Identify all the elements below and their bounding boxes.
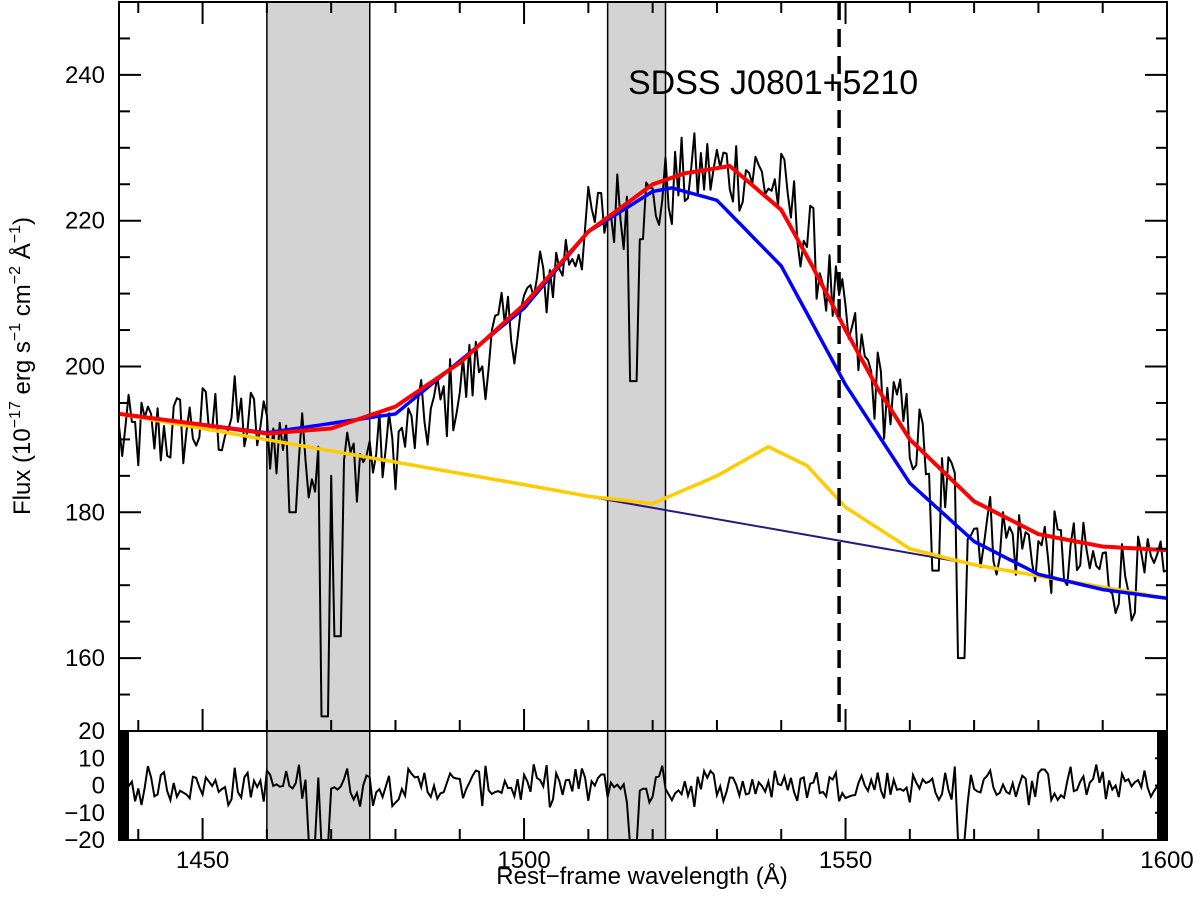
res-y-tick-label-0: 0 [92, 773, 105, 800]
x-tick-label-1550: 1550 [819, 847, 872, 874]
residual-left-edge [119, 731, 129, 840]
y-tick-label-200: 200 [65, 354, 105, 381]
masked-region-1 [266, 1, 371, 732]
y-axis-title-exp2: −1 [7, 323, 24, 341]
continuum-narrow-component-line [119, 412, 1167, 601]
main-axis-ticks [119, 1, 1168, 731]
x-tick-label-1600: 1600 [1140, 847, 1193, 874]
main-panel: 160 180 200 220 240 SDSS J0801+5210 [65, 1, 1168, 732]
res-y-tick-label-20: 20 [78, 718, 105, 745]
y-axis-title-exp3: −2 [7, 266, 24, 284]
res-y-tick-label-10: 10 [78, 745, 105, 772]
y-tick-label-220: 220 [65, 208, 105, 235]
y-axis-title-prefix: Flux (10 [9, 428, 36, 515]
res-y-tick-label--10: −10 [64, 800, 105, 827]
y-tick-label-240: 240 [65, 62, 105, 89]
y-axis-title: Flux (10−17 erg s−1 cm−2 Å−1) [7, 217, 36, 515]
y-axis-title-mid3: Å [8, 243, 36, 266]
y-axis-title-suffix: ) [9, 217, 36, 225]
observed-spectrum-line [119, 132, 1167, 718]
main-series-layer [119, 132, 1167, 718]
y-axis-title-exp1: −17 [7, 401, 24, 428]
main-y-tick-labels: 160 180 200 220 240 [65, 62, 105, 672]
x-axis-title: Rest−frame wavelength (Å) [496, 862, 787, 890]
residual-axis-ticks [137, 730, 1168, 841]
total-model-line [119, 164, 1167, 553]
y-tick-label-180: 180 [65, 499, 105, 526]
y-axis-title-mid1: erg s [9, 341, 36, 401]
residuals-line [119, 764, 1167, 840]
y-axis-title-exp4: −1 [7, 225, 24, 243]
broad-component-line [119, 186, 1167, 601]
y-tick-label-160: 160 [65, 645, 105, 672]
chart-title: SDSS J0801+5210 [628, 64, 918, 102]
res-y-tick-label--20: −20 [64, 827, 105, 854]
x-tick-label-1450: 1450 [176, 847, 229, 874]
x-tick-label-1500: 1500 [497, 847, 550, 874]
x-tick-labels: 1450 1500 1550 1600 [176, 847, 1194, 874]
masked-regions [266, 1, 667, 732]
y-axis-title-mid2: cm [9, 284, 36, 323]
